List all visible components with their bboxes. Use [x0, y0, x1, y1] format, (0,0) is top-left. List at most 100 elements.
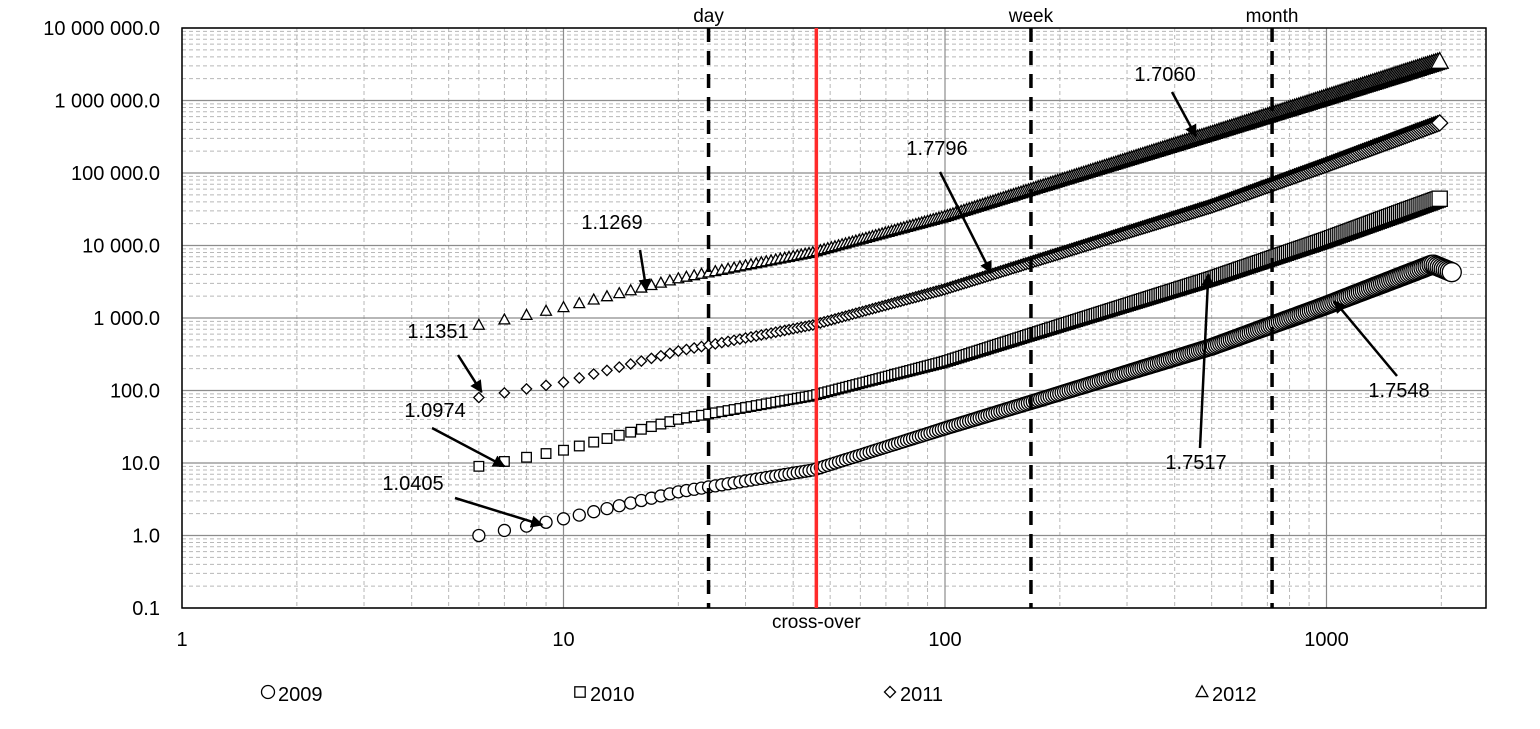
- data-point: [1431, 190, 1448, 207]
- data-point: [1430, 113, 1449, 132]
- data-point: [612, 499, 626, 513]
- data-point: [1430, 51, 1450, 69]
- data-point: [1441, 262, 1462, 283]
- reference-line-label-day: day: [693, 6, 724, 27]
- data-point: [600, 289, 614, 302]
- reference-line-label-month: month: [1246, 6, 1299, 27]
- annotation-arrow: [456, 354, 483, 394]
- legend-label-2012: 2012: [1212, 684, 1257, 706]
- legend-label-2010: 2010: [590, 684, 635, 706]
- data-point: [587, 505, 601, 519]
- data-point: [600, 364, 613, 377]
- data-point: [645, 352, 658, 365]
- y-tick-label: 10 000.0: [82, 236, 160, 258]
- series-2011: [472, 113, 1449, 404]
- data-point: [572, 296, 586, 309]
- annotation-arrow: [638, 249, 651, 292]
- y-tick-label: 1 000.0: [93, 308, 160, 330]
- data-series: [472, 51, 1462, 543]
- annotation-arrow: [1170, 91, 1198, 138]
- series-2010: [473, 190, 1448, 472]
- annotation-arrow: [1198, 273, 1215, 449]
- data-point: [539, 515, 553, 529]
- data-point: [612, 286, 626, 299]
- data-point: [624, 283, 638, 296]
- series-2012: [472, 51, 1450, 330]
- legend-label-2009: 2009: [278, 684, 323, 706]
- slope-annotations: 1.0405 1.0974 1.1351 1.1269 1.7796 1.7060 1.75…: [382, 64, 1430, 528]
- data-point: [557, 376, 570, 389]
- annotation-label: 1.7796: [906, 138, 967, 160]
- data-point: [655, 418, 667, 430]
- x-tick-label: 1: [176, 629, 187, 651]
- data-point: [588, 436, 600, 448]
- data-point: [520, 308, 534, 320]
- data-point: [624, 496, 638, 510]
- y-tick-label: 1.0: [132, 526, 160, 548]
- data-point: [613, 361, 626, 374]
- legend-marker-2011: [883, 685, 897, 699]
- data-point: [497, 523, 512, 538]
- data-point: [520, 382, 533, 395]
- plot-area-frame: [181, 27, 1487, 609]
- y-tick-label: 100.0: [110, 381, 160, 403]
- data-point: [624, 357, 637, 371]
- legend-marker-2009: [260, 684, 276, 700]
- y-tick-label: 10 000 000.0: [43, 18, 160, 40]
- annotation-arrow: [431, 426, 506, 468]
- legend-marker-2012: [1195, 684, 1209, 698]
- y-tick-label: 10.0: [121, 453, 160, 475]
- data-point: [473, 460, 485, 472]
- annotation-label: 1.7517: [1165, 452, 1226, 474]
- data-point: [539, 303, 553, 316]
- data-point: [498, 386, 511, 399]
- annotation-label: 1.1269: [581, 212, 642, 234]
- x-tick-label: 100: [928, 629, 961, 651]
- x-tick-label: 10: [552, 629, 574, 651]
- data-point: [600, 501, 614, 516]
- reference-line-label-cross-over: cross-over: [772, 612, 861, 633]
- x-tick-label: 1000: [1304, 629, 1349, 651]
- legend-label-2011: 2011: [900, 684, 943, 706]
- y-tick-label: 100 000.0: [71, 163, 160, 185]
- data-point: [572, 508, 586, 522]
- data-point: [635, 355, 648, 368]
- legend-marker-2010: [574, 686, 586, 698]
- data-point: [587, 368, 600, 381]
- axis-tick-labels: 0.1 1.0 10.0 100.0 1 000.0 10 000.0 100 000.0 1…: [43, 18, 1349, 651]
- legend: 2009 2010 2011 2012: [260, 684, 1257, 706]
- data-point: [635, 423, 647, 435]
- data-point: [613, 429, 625, 441]
- data-point: [558, 444, 569, 456]
- annotation-label: 1.7548: [1368, 380, 1429, 402]
- reference-lines: day cross-over week month: [693, 6, 1298, 633]
- annotation-arrow: [938, 171, 993, 274]
- data-point: [645, 421, 657, 433]
- y-tick-label: 0.1: [132, 598, 160, 620]
- reference-line-label-week: week: [1008, 6, 1054, 27]
- data-point: [625, 426, 637, 438]
- data-point: [601, 433, 613, 444]
- y-tick-label: 1 000 000.0: [54, 91, 160, 113]
- data-point: [472, 528, 486, 543]
- annotation-arrow: [1333, 300, 1398, 377]
- data-point: [573, 440, 585, 452]
- data-point: [573, 371, 586, 384]
- annotation-label: 1.1351: [407, 321, 468, 343]
- data-point: [497, 312, 511, 325]
- data-point: [472, 317, 486, 330]
- data-point: [556, 512, 571, 526]
- data-point: [472, 391, 485, 404]
- annotation-label: 1.0974: [404, 400, 465, 422]
- data-point: [654, 275, 668, 288]
- data-point: [521, 451, 532, 463]
- data-point: [587, 292, 601, 305]
- data-point: [540, 379, 553, 392]
- annotation-label: 1.0405: [382, 473, 443, 495]
- data-point: [540, 448, 552, 460]
- data-point: [557, 300, 570, 313]
- annotation-arrow: [454, 496, 544, 528]
- data-point: [654, 349, 667, 362]
- annotation-label: 1.7060: [1134, 64, 1195, 86]
